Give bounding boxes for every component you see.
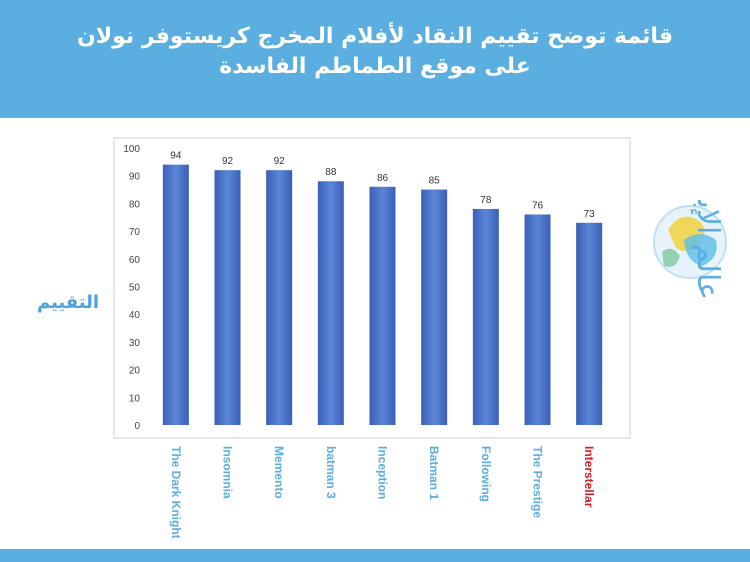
y-tick-label: 80 [129, 199, 141, 210]
x-tick-label: The Dark Knight [169, 446, 183, 539]
bar [214, 170, 241, 425]
logo-splash-green-icon [662, 248, 680, 267]
y-tick-label: 0 [134, 421, 140, 432]
bar [317, 181, 344, 425]
x-tick-label: Interstellar [582, 446, 596, 508]
page-title: قائمة توضح تقييم النقاد لأفلام المخرج كر… [0, 22, 750, 82]
y-tick-label: 50 [129, 283, 141, 294]
data-label: 94 [170, 151, 182, 162]
y-tick-label: 90 [129, 172, 141, 183]
bar [162, 164, 189, 425]
bar [472, 208, 499, 425]
title-line-2: على موقع الطماطم الفاسدة [219, 54, 531, 79]
y-tick-label: 100 [123, 144, 140, 155]
data-label: 92 [222, 156, 234, 167]
x-tick-label: Batman 1 [427, 446, 441, 500]
data-label: 92 [274, 156, 286, 167]
bar [421, 189, 448, 425]
x-tick-label: Insomnia [221, 446, 235, 499]
bar [524, 214, 551, 425]
data-label: 78 [480, 195, 492, 206]
x-tick-label: batman 3 [324, 446, 338, 499]
x-tick-label: Memento [272, 446, 286, 499]
data-label: 85 [429, 176, 441, 187]
footer-band [0, 549, 750, 562]
site-logo: عالم الإبداع [653, 200, 727, 300]
bar [576, 222, 603, 425]
data-label: 88 [325, 167, 337, 178]
header-band: قائمة توضح تقييم النقاد لأفلام المخرج كر… [0, 0, 750, 118]
bar [369, 186, 396, 425]
y-tick-label: 40 [129, 310, 141, 321]
logo-wordmark: عالم الإبداع [690, 200, 725, 300]
bar [266, 170, 293, 425]
data-label: 76 [532, 200, 544, 211]
y-tick-label: 60 [129, 255, 141, 266]
title-line-1: قائمة توضح تقييم النقاد لأفلام المخرج كر… [76, 24, 674, 49]
data-label: 73 [584, 209, 596, 220]
data-label: 86 [377, 173, 389, 184]
y-tick-label: 10 [129, 393, 141, 404]
x-tick-label: Following [479, 446, 493, 502]
y-axis-label: التقييم [36, 292, 100, 313]
x-tick-label: The Prestige [531, 446, 545, 518]
y-tick-label: 70 [129, 227, 141, 238]
y-tick-label: 30 [129, 338, 141, 349]
logo-splash-blue-icon [684, 234, 717, 266]
y-tick-label: 20 [129, 366, 141, 377]
x-tick-label: Inception [376, 446, 390, 499]
